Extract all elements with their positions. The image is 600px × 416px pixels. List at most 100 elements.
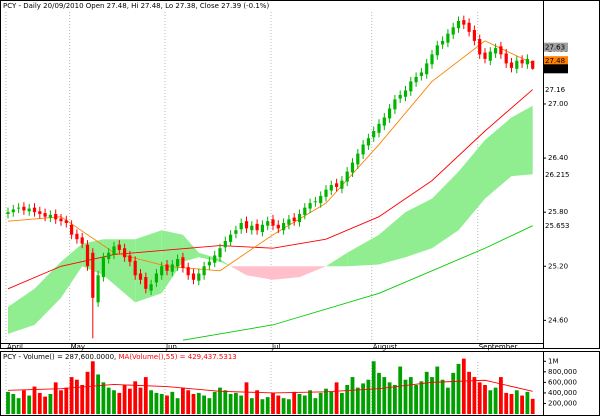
candle-body: [234, 230, 238, 234]
overlay-line: [7, 89, 533, 290]
volume-bar: [424, 371, 429, 414]
cloud-segment: [299, 266, 326, 278]
volume-bar: [355, 387, 360, 414]
overlay-line: [7, 40, 533, 272]
x-tick-label: April: [7, 343, 23, 351]
price-badge-label: 27.16: [545, 86, 566, 94]
volume-bar: [329, 391, 334, 414]
volume-bar: [504, 392, 509, 414]
volume-bar: [520, 395, 524, 414]
candle-body: [425, 63, 429, 75]
candle-body: [27, 208, 31, 212]
volume-bar: [292, 391, 297, 414]
volume-bar: [324, 388, 328, 414]
cloud-segment: [485, 117, 512, 199]
candle-body: [32, 207, 37, 213]
candle-body: [350, 162, 355, 173]
candle-body: [324, 189, 328, 197]
candle-body: [112, 246, 116, 255]
candle-body: [361, 144, 365, 155]
candle-body: [494, 48, 498, 54]
candle-body: [43, 213, 47, 217]
candle-body: [64, 220, 68, 223]
y-tick-label: 400,000: [548, 389, 577, 397]
volume-bar: [133, 381, 138, 414]
volume-title-main: PCY - Volume() = 287,600.0000,: [3, 353, 116, 361]
candle-body: [186, 267, 190, 276]
volume-bar: [419, 381, 424, 414]
volume-bar: [43, 396, 47, 414]
volume-bar: [138, 387, 143, 414]
y-tick-label: 600,000: [548, 378, 577, 386]
candle-body: [149, 284, 153, 291]
volume-bar: [6, 391, 10, 414]
candle-body: [303, 207, 307, 215]
candle-body: [372, 131, 376, 138]
candle-body: [170, 264, 174, 272]
cloud-segment: [326, 252, 348, 267]
cloud-segment: [230, 266, 247, 276]
candle-body: [388, 108, 392, 119]
candle-body: [282, 222, 286, 231]
candle-body: [22, 206, 26, 211]
volume-bar: [69, 377, 74, 414]
candle-body: [287, 219, 291, 225]
volume-bar: [387, 382, 392, 414]
candle-body: [345, 171, 349, 182]
volume-bar: [159, 393, 164, 414]
price-badge-label: 27.48: [545, 57, 565, 65]
cloud-segment: [511, 105, 533, 177]
candle-body: [38, 211, 42, 214]
y-tick-label: 24.60: [548, 316, 568, 324]
y-tick-label: 25.80: [548, 208, 568, 216]
candle-body: [218, 248, 222, 258]
candle-body: [165, 264, 169, 271]
y-tick-label: 26.40: [548, 154, 568, 162]
candle-body: [531, 60, 535, 69]
x-tick-label: August: [373, 343, 398, 351]
volume-bar: [122, 385, 127, 414]
candle-body: [85, 244, 90, 267]
volume-bar: [361, 383, 365, 414]
price-badge: [544, 42, 568, 52]
candle-body: [117, 244, 121, 251]
volume-bar: [143, 377, 148, 414]
cloud-segment: [220, 259, 231, 267]
volume-bar: [80, 385, 85, 414]
volume-title: PCY - Volume() = 287,600.0000, MA(Volume…: [3, 353, 237, 361]
candle-body: [207, 261, 211, 266]
volume-bar: [191, 393, 196, 414]
candle-body: [48, 214, 52, 218]
chart-title: PCY - Daily 20/09/2010 Open 27.48, Hi 27…: [3, 2, 269, 10]
volume-bar: [75, 379, 79, 414]
volume-bar: [101, 382, 106, 414]
price-badge: [544, 56, 568, 66]
candle-body: [414, 76, 418, 83]
volume-bar: [377, 372, 381, 414]
volume-bar: [382, 377, 387, 414]
volume-bar: [477, 382, 482, 414]
candle-body: [451, 27, 455, 35]
volume-bar: [430, 377, 434, 414]
cloud-segment: [405, 198, 432, 258]
candle-body: [144, 277, 148, 289]
volume-bar: [287, 399, 291, 414]
volume-bar: [440, 379, 445, 414]
volume-bar: [170, 391, 175, 414]
x-tick-label: Jun: [165, 343, 177, 351]
volume-bar: [281, 398, 286, 414]
candle-body: [59, 218, 63, 222]
volume-bar: [350, 377, 355, 414]
volume-bar: [302, 395, 307, 414]
candle-body: [11, 209, 15, 213]
volume-bar: [223, 390, 228, 414]
candle-body: [91, 252, 95, 298]
candle-body: [255, 223, 259, 231]
candle-body: [213, 255, 217, 263]
volume-bar: [48, 393, 53, 414]
cloud-segment: [135, 230, 162, 303]
volume-bar: [483, 385, 487, 414]
candle-body: [509, 62, 514, 68]
volume-bar: [414, 385, 418, 414]
